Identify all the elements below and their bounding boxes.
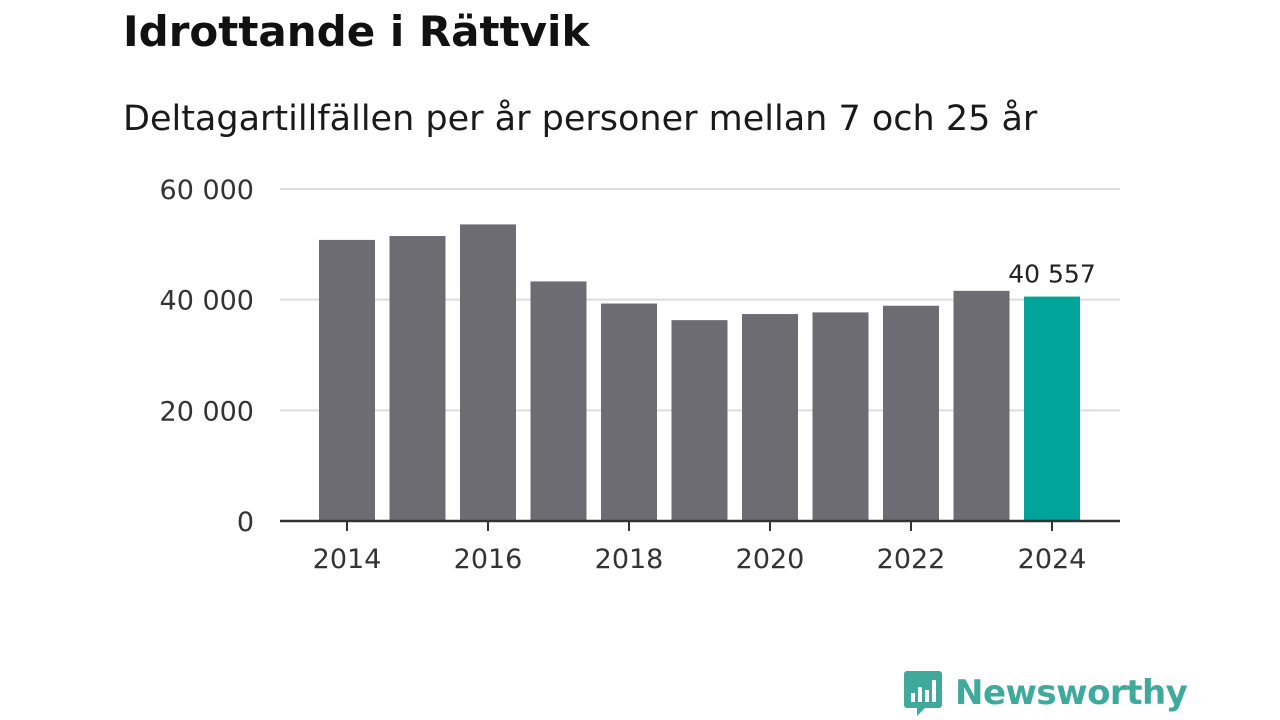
chart-subtitle: Deltagartillfällen per år personer mella…	[123, 99, 1038, 139]
y-tick-label: 60 000	[160, 175, 254, 206]
chart-speech-bubble-icon	[904, 671, 942, 716]
bar-2016	[460, 224, 516, 521]
x-tick-label: 2024	[1018, 544, 1087, 575]
y-tick-label: 40 000	[160, 286, 254, 317]
bars	[319, 224, 1080, 522]
y-tick-label: 20 000	[160, 396, 254, 427]
chart-title: Idrottande i Rättvik	[123, 7, 590, 56]
x-tick-label: 2022	[877, 544, 946, 575]
x-tick-label: 2020	[736, 544, 805, 575]
newsworthy-logo: Newsworthy	[903, 668, 1188, 718]
bar-2024	[1024, 296, 1080, 521]
bar-2014	[319, 239, 375, 521]
data-labels: 40 557	[1008, 260, 1095, 289]
bar-2015	[389, 236, 446, 522]
x-tick-labels: 2014 2016 2018 2020 2022 2024	[313, 544, 1087, 575]
bar-2018	[601, 303, 657, 521]
bar-chart: 0 20 000 40 000 60 000 2014 2016 2018 2020 2022…	[160, 175, 1120, 575]
bar-2019	[671, 320, 728, 521]
bar-2022	[883, 305, 939, 521]
x-tick-label: 2018	[595, 544, 664, 575]
bar-2023	[953, 290, 1010, 521]
y-tick-labels: 0 20 000 40 000 60 000	[160, 175, 254, 538]
x-tick-label: 2016	[454, 544, 523, 575]
y-tick-label: 0	[237, 507, 254, 538]
bar-2017	[530, 281, 587, 521]
x-axis	[280, 519, 1120, 531]
bar-2020	[742, 314, 798, 521]
bar-2021	[812, 312, 869, 521]
brand-name: Newsworthy	[955, 673, 1188, 713]
data-label: 40 557	[1008, 260, 1095, 289]
x-tick-label: 2014	[313, 544, 382, 575]
